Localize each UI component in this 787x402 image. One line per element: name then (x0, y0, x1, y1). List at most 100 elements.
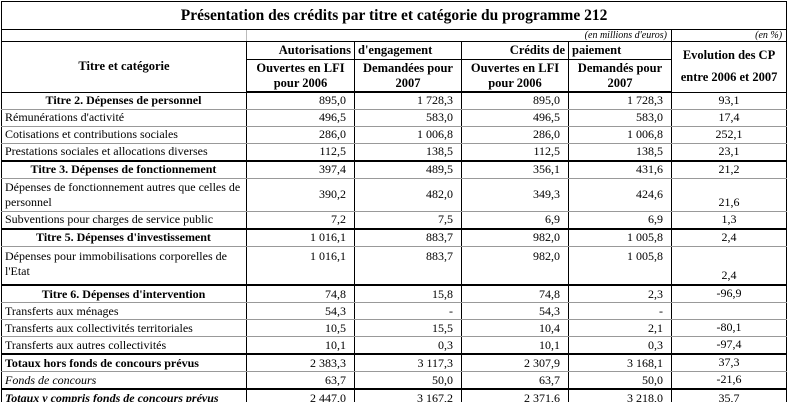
row-label: Titre 3. Dépenses de fonctionnement (1, 159, 247, 179)
table-row: Prestations sociales et allocations dive… (1, 142, 787, 161)
row-label: Titre 2. Dépenses de personnel (1, 91, 247, 110)
row-label: Subventions pour charges de service publ… (1, 210, 247, 229)
table-row: Transferts aux autres collectivités 10,1 0… (1, 336, 787, 355)
evolution-value-cell: 1,3 (670, 210, 787, 229)
value-cell: 7,5 (354, 210, 462, 229)
value-cell: 895,0 (246, 91, 355, 110)
units-spacer-cell (1, 29, 247, 42)
table-row: Titre 3. Dépenses de fonctionnement 397,4… (1, 159, 787, 179)
value-cell: 2 307,9 (461, 353, 569, 372)
value-cell: 15,5 (354, 319, 462, 337)
evolution-value-cell: 21,6 (670, 177, 787, 212)
value-cell: 2 383,3 (246, 353, 355, 372)
value-cell: 883,7 (354, 227, 462, 247)
value-cell: 583,0 (354, 108, 462, 127)
value-cell: 496,5 (246, 108, 355, 127)
table-row: Titre 6. Dépenses d'intervention 74,8 15,8… (1, 284, 787, 303)
col-header-cp-demandes-2007: Demandés pour 2007 (568, 59, 672, 93)
value-cell: 1 016,1 (246, 245, 355, 286)
value-cell: 3 168,1 (568, 353, 672, 372)
evolution-value-cell: 252,1 (670, 125, 787, 144)
row-label: Totaux hors fonds de concours prévus (1, 353, 247, 372)
value-cell: 112,5 (461, 142, 569, 161)
value-cell: 138,5 (354, 142, 462, 161)
units-percent-label: (en %) (670, 29, 787, 42)
value-cell: 2,1 (568, 319, 672, 337)
header-d-engagement: d'engagement (354, 41, 462, 60)
value-cell: 895,0 (461, 91, 569, 110)
table-row: Fonds de concours 63,7 50,0 63,7 50,0 -21,6 (1, 371, 787, 390)
value-cell: 15,8 (354, 284, 462, 303)
table-row: Totaux y compris fonds de concours prévu… (1, 388, 787, 402)
table-row: Transferts aux ménages 54,3-54,3- (1, 302, 787, 320)
value-cell: 1 728,3 (354, 91, 462, 110)
value-cell: 883,7 (354, 245, 462, 286)
value-cell: 0,3 (354, 336, 462, 355)
row-label: Dépenses de fonctionnement autres que ce… (1, 177, 247, 212)
value-cell: 63,7 (461, 371, 569, 390)
row-label: Transferts aux autres collectivités (1, 336, 247, 355)
units-millions-label: (en millions d'euros) (246, 29, 672, 42)
row-label: Cotisations et contributions sociales (1, 125, 247, 144)
table-row: Titre 2. Dépenses de personnel 895,0 1 728… (1, 91, 787, 110)
value-cell: 63,7 (246, 371, 355, 390)
value-cell: 356,1 (461, 159, 569, 179)
table-row: Dépenses de fonctionnement autres que ce… (1, 177, 787, 212)
value-cell: 3 117,3 (354, 353, 462, 372)
value-cell: 2,3 (568, 284, 672, 303)
value-cell: 54,3 (461, 302, 569, 320)
value-cell: - (354, 302, 462, 320)
value-cell: 583,0 (568, 108, 672, 127)
table-head: Présentation des crédits par titre et ca… (0, 1, 787, 93)
col-header-ae-ouvertes-lfi-2006: Ouvertes en LFI pour 2006 (246, 59, 355, 93)
row-label: Totaux y compris fonds de concours prévu… (1, 388, 247, 402)
evolution-value-cell: 23,1 (670, 142, 787, 161)
header-evolution-cp: Evolution des CP entre 2006 et 2007 (670, 41, 787, 93)
evolution-value-cell: -21,6 (670, 371, 787, 390)
evolution-value-cell (670, 302, 787, 320)
row-label: Fonds de concours (1, 371, 247, 390)
header-group-row: Titre et catégorie Autorisations d'engag… (1, 41, 787, 93)
header-evolution-line2: entre 2006 et 2007 (680, 70, 778, 85)
value-cell: 1 006,8 (568, 125, 672, 144)
header-titre-et-categorie: Titre et catégorie (1, 41, 247, 93)
row-label: Transferts aux ménages (1, 302, 247, 320)
table-body: Titre 2. Dépenses de personnel 895,0 1 728… (1, 91, 787, 402)
value-cell: 496,5 (461, 108, 569, 127)
header-paiement: paiement (568, 41, 672, 60)
value-cell: 1 728,3 (568, 91, 672, 110)
value-cell: 10,1 (461, 336, 569, 355)
table-row: Cotisations et contributions sociales 286… (1, 125, 787, 144)
col-header-cp-ouvertes-lfi-2006: Ouvertes en LFI pour 2006 (461, 59, 569, 93)
table-row: Titre 5. Dépenses d'investissement 1 016,… (1, 227, 787, 247)
evolution-value-cell: -97,4 (670, 336, 787, 355)
value-cell: 6,9 (461, 210, 569, 229)
evolution-value-cell: 35,7 (670, 388, 787, 402)
value-cell: 0,3 (568, 336, 672, 355)
evolution-value-cell: 2,4 (670, 227, 787, 247)
value-cell: 74,8 (461, 284, 569, 303)
evolution-value-cell: 93,1 (670, 91, 787, 110)
value-cell: 3 167,2 (354, 388, 462, 402)
value-cell: 1 005,8 (568, 227, 672, 247)
value-cell: 74,8 (246, 284, 355, 303)
header-evolution-line1: Evolution des CP (682, 48, 776, 63)
value-cell: 431,6 (568, 159, 672, 179)
row-label: Rémunérations d'activité (1, 108, 247, 127)
title-row: Présentation des crédits par titre et ca… (0, 1, 787, 30)
row-label: Titre 5. Dépenses d'investissement (1, 227, 247, 247)
value-cell: 7,2 (246, 210, 355, 229)
value-cell: 1 016,1 (246, 227, 355, 247)
value-cell: 482,0 (354, 177, 462, 212)
value-cell: 2 447,0 (246, 388, 355, 402)
value-cell: 6,9 (568, 210, 672, 229)
value-cell: 3 218,0 (568, 388, 672, 402)
table-row: Subventions pour charges de service publ… (1, 210, 787, 229)
table-row: Totaux hors fonds de concours prévus 2 38… (1, 353, 787, 372)
value-cell: 112,5 (246, 142, 355, 161)
value-cell: 10,4 (461, 319, 569, 337)
units-row: (en millions d'euros) (en %) (1, 29, 787, 42)
evolution-value-cell: 17,4 (670, 108, 787, 127)
header-autorisations: Autorisations (246, 41, 355, 60)
evolution-value-cell: -80,1 (670, 319, 787, 337)
